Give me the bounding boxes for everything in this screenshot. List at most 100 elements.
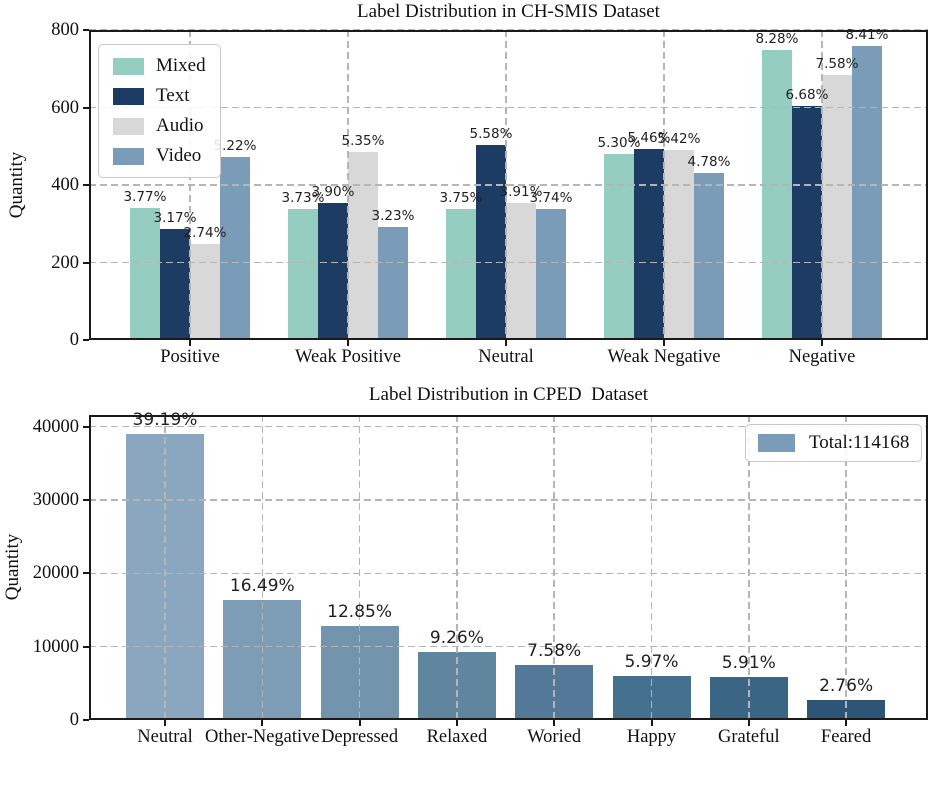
chart2-title: Label Distribution in CPED Dataset [368,384,649,405]
chart2-xtick-5 [650,720,653,726]
chart2-xtick-3 [455,720,458,726]
chart2-xtick-label-5: Happy [626,727,677,747]
chart1-ytick-600 [83,106,89,109]
chart2-gridline-v-3 [456,415,458,720]
chart1-legend-swatch-Mixed [113,57,144,75]
chart2-xtick-label-1: Other-Negative [204,727,320,747]
chart1-ytick-label-800: 800 [51,20,79,40]
chart2-xtick-label-3: Relaxed [426,727,488,747]
chart1-bar-label-Weak Negative-Video: 4.78% [687,153,731,170]
chart1-bar-Positive-Video [220,157,250,340]
chart1-legend-item-Video: Video [113,145,206,167]
chart2-bar-label-Relaxed: 9.26% [429,628,484,649]
chart2-gridline-h-30000 [89,499,928,501]
chart2-gridline-v-6 [748,415,750,720]
chart1-xtick-label-2: Neutral [478,347,534,367]
chart1-legend-item-Mixed: Mixed [113,55,206,77]
chart1-bar-Negative-Video [852,45,882,340]
chart2-xtick-label-0: Neutral [137,727,193,747]
chart1-bar-label-Neutral-Audio: 3.91% [499,184,543,201]
chart2-gridline-h-10000 [89,645,928,648]
chart1-bar-label-Weak Positive-Video: 3.23% [371,207,415,224]
chart2-xtick-label-4: Woried [527,727,582,747]
chart2-xtick-label-6: Grateful [717,727,780,747]
chart1-bar-Weak Negative-Video [694,172,724,340]
chart1-legend-swatch-Audio [113,117,144,135]
chart2-ytick-10000 [83,645,89,648]
chart1-bar-label-Negative-Audio: 7.58% [815,55,859,72]
chart1-bar-label-Weak Negative-Audio: 5.42% [657,131,701,148]
chart2-ytick-label-30000: 30000 [32,490,79,511]
chart2-xtick-label-7: Feared [820,727,872,747]
chart2-bar-label-Woried: 7.58% [527,640,582,661]
chart2-ytick-0 [83,719,89,721]
chart1-xtick-0 [189,340,191,346]
chart2-bar-label-Neutral: 39.19% [132,410,198,431]
chart1-bar-Weak Negative-Audio [664,150,694,340]
chart1-bar-Weak Negative-Mixed [604,154,634,340]
chart1-gridline-v-0 [189,30,191,340]
chart1-gridline-h-600 [89,106,928,109]
chart2-bar-label-Depressed: 12.85% [327,602,393,623]
chart2-gridline-v-2 [358,415,361,720]
chart1-bar-label-Positive-Audio: 2.74% [183,224,227,241]
chart2-bar-label-Grateful: 5.91% [721,652,776,673]
chart1-legend-label-Video: Video [156,145,202,166]
chart1-bar-Neutral-Mixed [446,208,476,340]
chart1-gridline-v-2 [505,30,507,340]
chart2-bar-label-Feared: 2.76% [819,675,874,696]
chart1-legend-item-Audio: Audio [113,115,206,137]
chart1-bar-label-Neutral-Text: 5.58% [469,125,513,142]
chart1-bar-Weak Positive-Text [318,203,348,340]
chart2-gridline-h-20000 [89,572,928,575]
chart1-bar-Neutral-Text [476,144,506,340]
chart2-ytick-20000 [83,572,89,575]
chart2-ytick-40000 [83,425,89,428]
chart2-legend-label-total: Total:114168 [809,432,910,453]
chart1-xtick-1 [347,340,349,346]
chart2-xtick-1 [261,720,264,726]
chart1-bar-Negative-Audio [822,74,852,340]
chart2-gridline-v-1 [261,415,264,720]
chart1-legend-swatch-Video [113,147,144,165]
chart1-xtick-label-4: Negative [788,347,856,367]
chart2-ytick-30000 [83,499,89,502]
chart1-bar-Positive-Audio [190,243,220,340]
chart1-bar-Weak Positive-Video [378,226,408,340]
chart1-bar-label-Positive-Mixed: 3.77% [123,188,167,205]
chart1-bar-Positive-Text [160,228,190,340]
chart2-bar-label-Other-Negative: 16.49% [229,575,295,596]
chart2-gridline-v-5 [650,415,653,720]
chart1-ytick-400 [83,184,89,186]
chart1-xtick-3 [663,340,665,346]
chart1-ytick-label-600: 600 [51,97,79,118]
chart1-gridline-v-4 [821,30,823,340]
chart1-legend-label-Text: Text [156,85,190,106]
chart1-gridline-v-1 [347,30,349,340]
chart2-gridline-v-4 [553,415,555,720]
chart2-gridline-v-7 [845,415,847,720]
chart2-gridline-v-0 [164,415,166,720]
chart1-xtick-label-3: Weak Negative [607,347,721,367]
chart2-xtick-6 [747,720,750,726]
chart2-legend-swatch-total [758,434,795,452]
chart1-gridline-h-400 [89,184,928,186]
chart2-ytick-label-0: 0 [69,710,79,730]
chart1-bar-label-Weak Negative-Mixed: 5.30% [597,135,641,152]
chart1-bar-label-Negative-Mixed: 8.28% [755,30,799,47]
chart1-gridline-h-800 [89,29,928,31]
chart2-bar-label-Happy: 5.97% [624,652,679,673]
chart1-gridline-v-3 [663,30,665,340]
chart2-xtick-7 [845,720,848,726]
chart1-ytick-label-200: 200 [51,252,79,273]
chart1-bar-Negative-Text [792,105,822,340]
chart2-ytick-label-20000: 20000 [32,563,79,584]
chart2-xtick-4 [553,720,556,726]
chart1-xtick-label-1: Weak Positive [295,347,401,367]
chart2-xtick-2 [358,720,361,726]
chart1-bar-label-Weak Positive-Text: 3.90% [311,184,355,201]
chart2-ytick-label-10000: 10000 [32,636,79,657]
chart1-xtick-label-0: Positive [160,347,220,367]
chart2-xtick-0 [164,720,166,726]
